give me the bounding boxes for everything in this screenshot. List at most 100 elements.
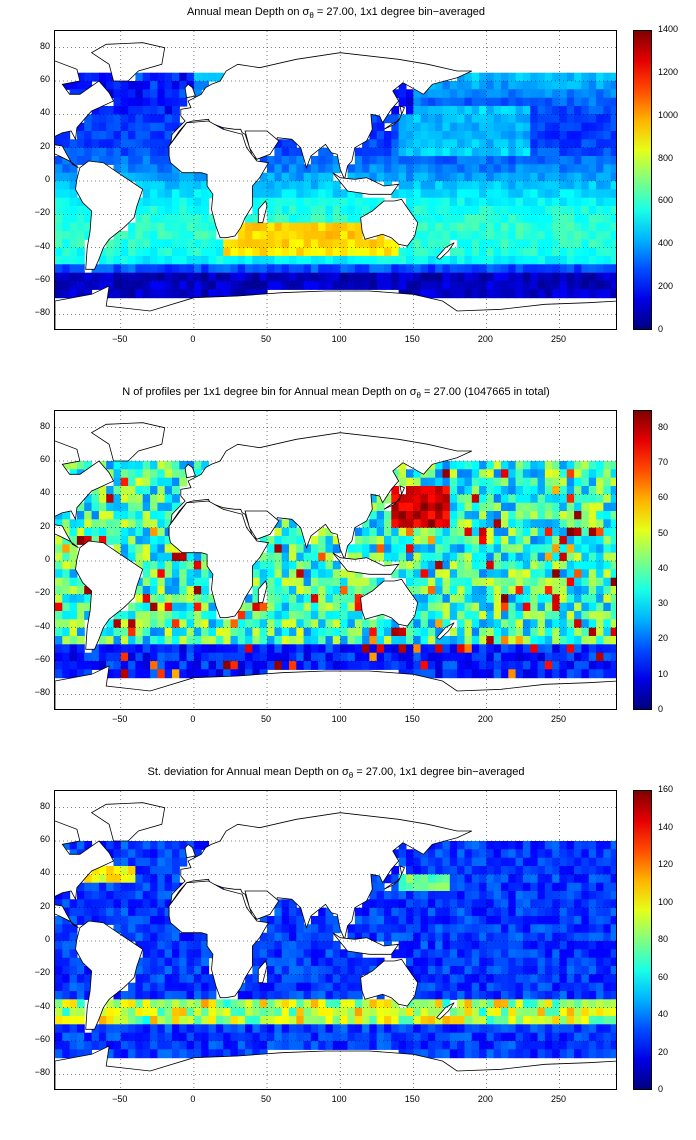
data-cell [457, 511, 465, 520]
data-cell [142, 289, 151, 299]
data-cell [142, 197, 151, 207]
data-cell [201, 627, 210, 637]
data-cell [120, 536, 129, 545]
data-cell [369, 1041, 378, 1050]
data-cell [442, 122, 451, 132]
data-cell [164, 957, 173, 967]
data-cell [471, 1007, 480, 1017]
data-cell [267, 544, 275, 554]
data-cell [172, 966, 180, 975]
data-cell [179, 281, 188, 290]
data-cell [332, 181, 341, 190]
data-cell [552, 231, 561, 240]
data-cell [150, 72, 158, 82]
data-cell [135, 461, 144, 470]
data-cell [274, 281, 283, 290]
data-cell [427, 206, 436, 215]
data-cell [289, 569, 297, 579]
data-cell [581, 181, 590, 190]
data-cell [310, 231, 319, 240]
data-cell [596, 916, 604, 925]
data-cell [464, 239, 473, 249]
data-cell [544, 577, 553, 587]
data-cell [501, 181, 509, 190]
data-cell [208, 652, 217, 662]
data-cell [98, 882, 107, 892]
data-cell [164, 131, 173, 140]
data-cell [186, 561, 195, 570]
data-cell [376, 924, 385, 934]
data-cell [325, 156, 334, 165]
data-cell [310, 247, 319, 257]
data-cell [274, 239, 283, 249]
data-cell [581, 89, 590, 99]
data-cell [76, 991, 85, 1000]
data-cell [515, 139, 524, 149]
data-cell [603, 97, 612, 107]
data-cell [391, 916, 400, 925]
data-cell [406, 164, 414, 174]
data-cell [566, 511, 575, 520]
map-frame[interactable] [54, 790, 617, 1090]
data-cell [354, 924, 363, 934]
data-cell [610, 849, 616, 859]
data-cell [150, 561, 158, 570]
data-cell [515, 1024, 524, 1034]
data-cell [435, 552, 444, 562]
data-cell [479, 966, 487, 975]
data-cell [581, 577, 590, 587]
data-cell [501, 197, 509, 207]
data-cell [223, 636, 232, 645]
data-cell [113, 1041, 122, 1050]
data-cell [62, 907, 71, 917]
map-frame[interactable] [54, 30, 617, 330]
data-cell [552, 264, 561, 274]
data-cell [537, 1049, 546, 1059]
data-cell [566, 264, 575, 274]
data-cell [552, 97, 561, 107]
data-cell [128, 97, 136, 107]
data-cell [413, 652, 422, 662]
data-cell [420, 281, 429, 290]
data-cell [142, 239, 151, 249]
data-cell [449, 131, 458, 140]
data-cell [530, 139, 539, 149]
data-cell [354, 527, 363, 537]
data-cell [193, 1041, 202, 1050]
data-cell [106, 502, 115, 512]
data-cell [566, 916, 575, 925]
data-cell [596, 636, 604, 645]
data-cell [259, 272, 268, 282]
data-cell [559, 272, 568, 282]
data-cell [559, 569, 568, 579]
data-cell [603, 114, 612, 124]
data-cell [245, 636, 253, 645]
data-cell [157, 222, 166, 232]
data-cell [164, 1007, 173, 1017]
data-cell [603, 552, 612, 562]
map-frame[interactable] [54, 410, 617, 710]
data-cell [457, 627, 465, 637]
data-cell [501, 594, 509, 604]
data-cell [442, 982, 451, 992]
data-cell [69, 206, 78, 215]
data-cell [413, 857, 422, 867]
data-cell [501, 849, 509, 859]
data-cell [603, 164, 612, 174]
data-cell [55, 164, 63, 174]
data-cell [464, 924, 473, 934]
data-cell [318, 527, 327, 537]
data-cell [479, 214, 487, 224]
data-cell [574, 602, 582, 612]
data-cell [318, 974, 327, 984]
data-cell [552, 197, 561, 207]
data-cell [471, 661, 480, 670]
data-cell [464, 577, 473, 587]
data-cell [530, 544, 539, 554]
data-cell [464, 81, 473, 90]
data-cell [113, 272, 122, 282]
data-cell [435, 866, 444, 875]
data-cell [515, 1032, 524, 1042]
data-cell [449, 602, 458, 612]
data-cell [596, 536, 604, 545]
